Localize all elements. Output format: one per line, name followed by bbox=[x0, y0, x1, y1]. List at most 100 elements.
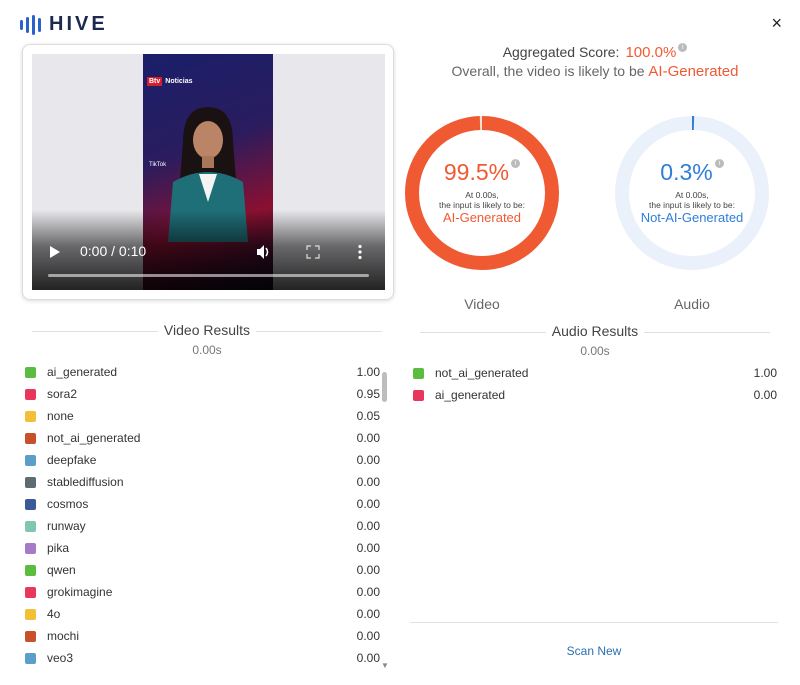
result-swatch bbox=[413, 390, 424, 401]
result-label: runway bbox=[47, 519, 86, 533]
header: HIVE × bbox=[0, 0, 800, 46]
result-swatch bbox=[25, 411, 36, 422]
result-swatch bbox=[25, 653, 36, 664]
close-icon[interactable]: × bbox=[771, 13, 782, 33]
result-label: deepfake bbox=[47, 453, 97, 467]
result-row: stablediffusion 0.00 bbox=[25, 472, 380, 494]
result-label: not_ai_generated bbox=[47, 431, 141, 445]
result-label: qwen bbox=[47, 563, 76, 577]
video-player[interactable]: Btv Noticias TikTok 0:00 / 0:10 bbox=[32, 54, 385, 290]
video-donut-center: 99.5% i At 0.00s, the input is likely to … bbox=[402, 159, 562, 226]
info-icon[interactable]: i bbox=[678, 43, 688, 52]
video-card: Btv Noticias TikTok 0:00 / 0:10 bbox=[22, 44, 394, 300]
video-donut-chart bbox=[405, 116, 559, 270]
summary-text: Overall, the video is likely to be bbox=[451, 63, 645, 79]
hive-logo-icon bbox=[20, 14, 41, 35]
video-donut-arc bbox=[405, 116, 559, 270]
audio-verdict: Not-AI-Generated bbox=[640, 210, 744, 225]
scan-new-button[interactable]: Scan New bbox=[566, 644, 622, 658]
audio-donut: 0.3% i At 0.00s, the input is likely to b… bbox=[612, 101, 772, 312]
result-label: 4o bbox=[47, 607, 61, 621]
video-results-title: Video Results bbox=[157, 322, 257, 338]
video-likely-text: the input is likely to be: bbox=[439, 200, 525, 210]
result-value: 0.00 bbox=[753, 388, 777, 402]
video-results-scrollbar[interactable] bbox=[382, 372, 387, 402]
audio-results-list: not_ai_generated 1.00 ai_generated 0.00 bbox=[413, 363, 777, 407]
result-swatch bbox=[25, 389, 36, 400]
progress-bar[interactable] bbox=[48, 274, 369, 277]
video-results-time: 0.00s bbox=[192, 343, 222, 357]
video-caption: Video bbox=[464, 296, 500, 312]
result-label: cosmos bbox=[47, 497, 89, 511]
aggregated-score: Aggregated Score: 100.0% i Overall, the vi… bbox=[402, 43, 788, 81]
tiktok-watermark: TikTok bbox=[149, 162, 167, 168]
result-value: 0.00 bbox=[356, 475, 380, 489]
result-row: runway 0.00 bbox=[25, 516, 380, 538]
video-percent: 99.5% bbox=[443, 159, 510, 185]
audio-results-time: 0.00s bbox=[580, 344, 610, 358]
result-swatch bbox=[25, 631, 36, 642]
result-label: stablediffusion bbox=[47, 475, 124, 489]
result-value: 0.00 bbox=[356, 629, 380, 643]
result-value: 0.00 bbox=[356, 651, 380, 665]
result-row: deepfake 0.00 bbox=[25, 450, 380, 472]
result-row: veo3 0.00 bbox=[25, 648, 380, 670]
result-label: ai_generated bbox=[435, 388, 506, 402]
result-value: 0.00 bbox=[356, 607, 380, 621]
result-row: qwen 0.00 bbox=[25, 560, 380, 582]
audio-percent: 0.3% bbox=[660, 159, 713, 185]
result-label: ai_generated bbox=[47, 365, 118, 379]
fullscreen-icon[interactable] bbox=[306, 245, 320, 259]
result-label: none bbox=[47, 409, 74, 423]
result-swatch bbox=[25, 499, 36, 510]
video-at-time: At 0.00s, bbox=[465, 190, 499, 200]
video-verdict: AI-Generated bbox=[442, 210, 522, 225]
result-value: 0.05 bbox=[356, 409, 380, 423]
video-results-header: Video Results 0.00s bbox=[32, 322, 382, 357]
info-icon[interactable]: i bbox=[714, 159, 724, 168]
result-value: 0.95 bbox=[356, 387, 380, 401]
volume-icon[interactable] bbox=[256, 244, 272, 260]
result-value: 0.00 bbox=[356, 431, 380, 445]
result-row: none 0.05 bbox=[25, 406, 380, 428]
result-swatch bbox=[25, 587, 36, 598]
info-icon[interactable]: i bbox=[511, 159, 521, 168]
more-options-icon[interactable] bbox=[357, 244, 363, 260]
video-overlay-brand: Btv Noticias bbox=[147, 77, 193, 86]
result-value: 1.00 bbox=[753, 366, 777, 380]
result-row: grokimagine 0.00 bbox=[25, 582, 380, 604]
result-swatch bbox=[25, 609, 36, 620]
result-row: ai_generated 0.00 bbox=[413, 385, 777, 407]
result-swatch bbox=[25, 543, 36, 554]
hive-logo: HIVE bbox=[20, 13, 108, 36]
audio-results-header: Audio Results 0.00s bbox=[420, 323, 770, 358]
result-row: ai_generated 1.00 bbox=[25, 362, 380, 384]
result-row: not_ai_generated 1.00 bbox=[413, 363, 777, 385]
result-swatch bbox=[25, 565, 36, 576]
aggregated-score-value: 100.0% bbox=[625, 44, 677, 61]
result-swatch bbox=[25, 433, 36, 444]
result-label: veo3 bbox=[47, 651, 74, 665]
result-value: 0.00 bbox=[356, 497, 380, 511]
logo-text: HIVE bbox=[49, 13, 108, 35]
result-row: mochi 0.00 bbox=[25, 626, 380, 648]
play-icon[interactable] bbox=[50, 246, 60, 258]
result-label: mochi bbox=[47, 629, 80, 643]
result-value: 0.00 bbox=[356, 519, 380, 533]
result-swatch bbox=[25, 477, 36, 488]
audio-caption: Audio bbox=[674, 296, 710, 312]
scroll-down-icon[interactable]: ▼ bbox=[381, 661, 389, 670]
result-value: 0.00 bbox=[356, 585, 380, 599]
result-row: pika 0.00 bbox=[25, 538, 380, 560]
audio-likely-text: the input is likely to be: bbox=[649, 200, 735, 210]
result-swatch bbox=[25, 521, 36, 532]
footer-divider bbox=[410, 622, 778, 623]
result-label: pika bbox=[47, 541, 70, 555]
result-value: 1.00 bbox=[356, 365, 380, 379]
summary-verdict: AI-Generated bbox=[648, 63, 739, 80]
result-row: not_ai_generated 0.00 bbox=[25, 428, 380, 450]
result-value: 0.00 bbox=[356, 563, 380, 577]
audio-results-title: Audio Results bbox=[545, 323, 645, 339]
result-swatch bbox=[25, 367, 36, 378]
result-value: 0.00 bbox=[356, 453, 380, 467]
